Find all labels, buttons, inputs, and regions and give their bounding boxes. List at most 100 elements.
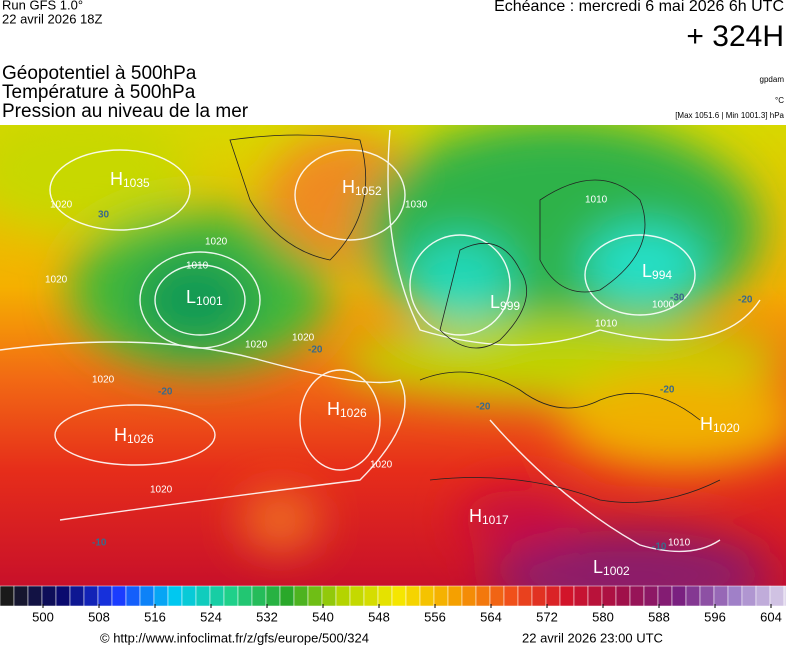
scale-cell [545, 585, 561, 607]
isobar-label: 1020 [292, 333, 315, 344]
temperature-label: -20 [308, 345, 323, 356]
scale-cell [153, 585, 169, 607]
scale-cell [83, 585, 99, 607]
pressure-center: H1017 [469, 506, 509, 527]
isobar-label: 1010 [186, 261, 209, 272]
echeance: Echéance : mercredi 6 mai 2026 6h UTC [494, 0, 784, 15]
scale-tick-label: 564 [480, 609, 502, 624]
scale-cell [335, 585, 351, 607]
scale-cell [475, 585, 491, 607]
isobar-label: 1010 [668, 538, 691, 549]
scale-cell [391, 585, 407, 607]
scale-tick-label: 596 [704, 609, 726, 624]
scale-cell [671, 585, 687, 607]
map: H1035 H1052 L1001 L999 L994 H1026 H1026 … [0, 125, 786, 586]
unit: gpdam [760, 75, 785, 84]
scale-cell [699, 585, 715, 607]
title: Température à 500hPa [2, 82, 196, 103]
scale-cell [209, 585, 225, 607]
scale-cell [769, 585, 785, 607]
isobar-label: 1020 [150, 485, 173, 496]
scale-cell [643, 585, 659, 607]
isobar-label: 1020 [45, 275, 68, 286]
temperature-label: -30 [670, 293, 685, 304]
scale-cell [629, 585, 645, 607]
scale-cell [251, 585, 267, 607]
pressure-center: H1026 [114, 425, 154, 446]
pressure-center: L994 [642, 261, 672, 282]
scale-tick-label: 580 [592, 609, 614, 624]
lead-time: + 324H [686, 20, 784, 53]
scale-cell [69, 585, 85, 607]
scale-cell [125, 585, 141, 607]
scale-cell [615, 585, 631, 607]
scale-cell [419, 585, 435, 607]
scale-cell [601, 585, 617, 607]
scale-cell [433, 585, 449, 607]
scale-cell [111, 585, 127, 607]
source-url: © http://www.infoclimat.fr/z/gfs/europe/… [100, 630, 369, 645]
scale-tick-label: 572 [536, 609, 558, 624]
pressure-center: H1020 [700, 414, 740, 435]
footer-date: 22 avril 2026 23:00 UTC [522, 630, 663, 645]
scale-cell [307, 585, 323, 607]
scale-cell [657, 585, 673, 607]
scale-cell [363, 585, 379, 607]
isobar-label: 1020 [92, 375, 115, 386]
pressure-center: H1052 [342, 177, 382, 198]
scale-cell [531, 585, 547, 607]
scale-tick-label: 588 [648, 609, 670, 624]
scale-cell [587, 585, 603, 607]
scale-tick-label: 556 [424, 609, 446, 624]
run-label: Run GFS 1.0° [2, 0, 83, 12]
scale-tick-label: 604 [760, 609, 782, 624]
scale-cell [517, 585, 533, 607]
scale-tick-label: 548 [368, 609, 390, 624]
scale-tick-label: 516 [144, 609, 166, 624]
scale-cell [559, 585, 575, 607]
color-scale: 500 508 516 524 532 540 548 556 564 572 580 588 596 6… [0, 585, 786, 624]
scale-cell [349, 585, 365, 607]
scale-cell [265, 585, 281, 607]
scale-cell [461, 585, 477, 607]
scale-cell [685, 585, 701, 607]
temperature-label: -20 [158, 387, 173, 398]
temperature-label: -20 [476, 402, 491, 413]
pressure-center: H1026 [327, 399, 367, 420]
scale-cell [755, 585, 771, 607]
scale-cell [573, 585, 589, 607]
scale-cell [27, 585, 43, 607]
run-date: 22 avril 2026 18Z [2, 11, 103, 26]
pressure-center: H1035 [110, 169, 150, 190]
scale-cell [447, 585, 463, 607]
isobar-label: 1000 [652, 300, 675, 311]
scale-tick-label: 540 [312, 609, 334, 624]
unit: °C [775, 96, 784, 105]
scale-cell [223, 585, 239, 607]
scale-cell [321, 585, 337, 607]
scale-cell [783, 585, 786, 607]
isobar-label: 1010 [595, 319, 618, 330]
scale-cell [41, 585, 57, 607]
scale-cell [237, 585, 253, 607]
title: Géopotentiel à 500hPa [2, 63, 197, 84]
scale-cell [97, 585, 113, 607]
pressure-center: L1001 [186, 287, 223, 308]
unit: [Max 1051.6 | Min 1001.3] hPa [675, 111, 784, 120]
scale-cell [279, 585, 295, 607]
pressure-center: L999 [490, 292, 520, 313]
isobar-label: 1020 [370, 460, 393, 471]
scale-cell [167, 585, 183, 607]
scale-cell [503, 585, 519, 607]
scale-cell [181, 585, 197, 607]
scale-cell [405, 585, 421, 607]
title: Pression au niveau de la mer [2, 101, 249, 122]
scale-cell [727, 585, 743, 607]
scale-tick-label: 524 [200, 609, 222, 624]
isobar-label: 1020 [205, 237, 228, 248]
temperature-label: -20 [660, 385, 675, 396]
scale-cell [55, 585, 71, 607]
scale-cell [377, 585, 393, 607]
scale-cell [195, 585, 211, 607]
